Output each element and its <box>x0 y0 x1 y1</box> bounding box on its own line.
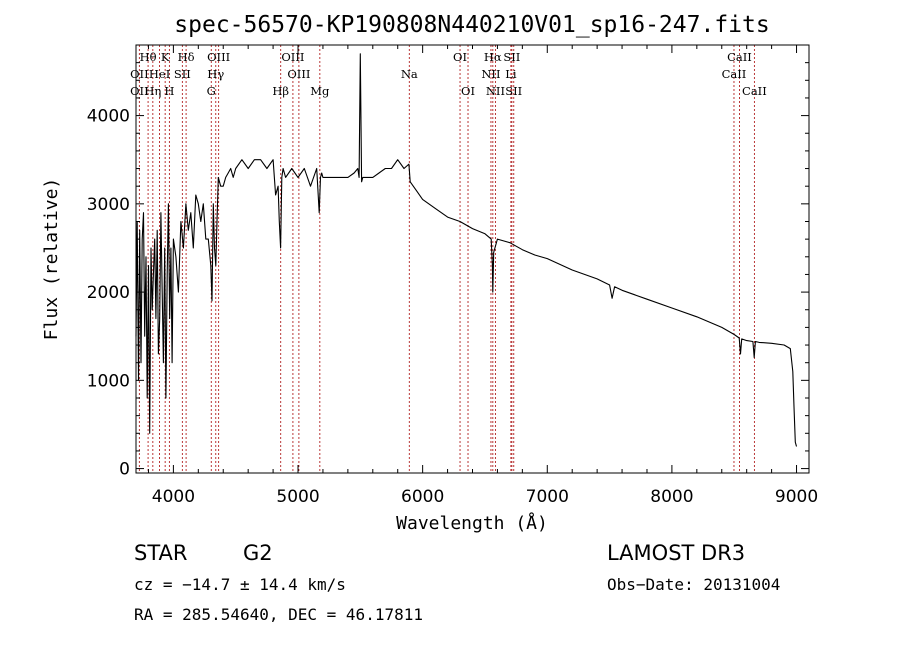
spectral-line-label: SII <box>505 84 522 98</box>
spectral-line-label: K <box>161 50 170 64</box>
spectral-line-label: OII <box>130 67 149 81</box>
flux-series-line <box>135 53 798 447</box>
y-tick-label: 0 <box>119 460 130 480</box>
spectral-line-label: CaII <box>727 50 752 64</box>
x-tick-label: 4000 <box>152 487 195 507</box>
spectral-line-label: NII <box>486 84 505 98</box>
spectral-line-label: OIII <box>287 67 310 81</box>
spectral-line-label: Li <box>505 67 517 81</box>
x-tick-label: 7000 <box>526 487 569 507</box>
spectral-line-label: Mg <box>310 84 330 98</box>
spectral-line-label: SII <box>503 50 520 64</box>
spectral-line-label: HeI <box>149 67 170 81</box>
spectral-line-label: Hη <box>144 84 161 98</box>
spectral-line-label: SII <box>174 67 191 81</box>
obs-date-text: Obs−Date: 20131004 <box>607 575 780 594</box>
spectral-line-label: CaII <box>742 84 767 98</box>
spectral-line-label: NII <box>481 67 500 81</box>
spectral-line-label: Hγ <box>207 67 224 81</box>
subclass-label: G2 <box>243 541 273 565</box>
x-tick-label: 9000 <box>775 487 818 507</box>
y-axis: 0 1000 2000 3000 4000 <box>87 62 809 480</box>
spectral-line-label: Hδ <box>178 50 195 64</box>
y-tick-label: 3000 <box>87 195 130 215</box>
x-axis-label: Wavelength (Å) <box>396 512 548 534</box>
spectral-line-markers <box>138 45 755 473</box>
chart-title: spec-56570-KP190808N440210V01_sp16-247.f… <box>174 12 769 38</box>
survey-label: LAMOST DR3 <box>607 541 745 565</box>
y-tick-label: 2000 <box>87 283 130 303</box>
coordinates-text: RA = 285.54640, DEC = 46.17811 <box>134 605 423 624</box>
class-label: STAR <box>134 541 187 565</box>
y-tick-label: 4000 <box>87 107 130 127</box>
plot-frame <box>135 44 810 474</box>
spectral-line-label: Na <box>401 67 418 81</box>
spectral-line-label: Hα <box>484 50 502 64</box>
spectral-line-label: G <box>207 84 216 98</box>
spectral-line-label: Hθ <box>140 50 157 64</box>
x-axis: 4000 5000 6000 7000 8000 9000 <box>147 45 818 507</box>
spectral-line-label: OII <box>130 84 149 98</box>
spectral-line-label: CaII <box>722 67 747 81</box>
spectral-line-label: OI <box>453 50 467 64</box>
spectral-line-label: OIII <box>281 50 304 64</box>
redshift-text: cz = −14.7 ± 14.4 km/s <box>134 575 346 594</box>
spectral-line-label: OIII <box>207 50 230 64</box>
spectral-line-label: H <box>164 84 174 98</box>
y-tick-label: 1000 <box>87 371 130 391</box>
spectral-line-label: Hβ <box>272 84 289 98</box>
spectral-line-label: OI <box>461 84 475 98</box>
y-axis-label: Flux (relative) <box>41 178 62 341</box>
x-tick-label: 5000 <box>276 487 319 507</box>
x-tick-label: 8000 <box>650 487 693 507</box>
x-tick-label: 6000 <box>401 487 444 507</box>
